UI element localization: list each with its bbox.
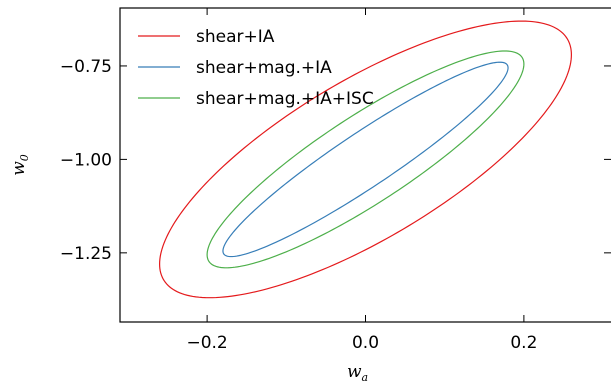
y-tick-label: −1.00 bbox=[60, 150, 112, 170]
y-axis-label: w0 bbox=[9, 154, 31, 176]
legend-label: shear+IA bbox=[196, 27, 275, 47]
plot-frame bbox=[119, 7, 611, 323]
y-tick-label: −1.25 bbox=[60, 244, 112, 264]
x-axis-label: wa bbox=[347, 362, 368, 384]
legend-label: shear+mag.+IA bbox=[196, 58, 332, 78]
legend-label: shear+mag.+IA+ISC bbox=[196, 89, 374, 109]
legend: shear+IA shear+mag.+IA shear+mag.+IA+ISC bbox=[138, 27, 374, 109]
x-tick-label: 0.2 bbox=[510, 333, 537, 353]
x-tick-label: 0.0 bbox=[352, 333, 379, 353]
contour-1 bbox=[158, 20, 573, 299]
x-tick-label: −0.2 bbox=[186, 333, 227, 353]
ticks-layer: −0.2 0.0 0.2 −0.75 −1.00 −1.25 bbox=[60, 8, 611, 353]
contour-3 bbox=[206, 50, 525, 269]
contour-2 bbox=[222, 61, 509, 258]
contours-layer bbox=[158, 20, 573, 299]
y-tick-label: −0.75 bbox=[60, 57, 112, 77]
